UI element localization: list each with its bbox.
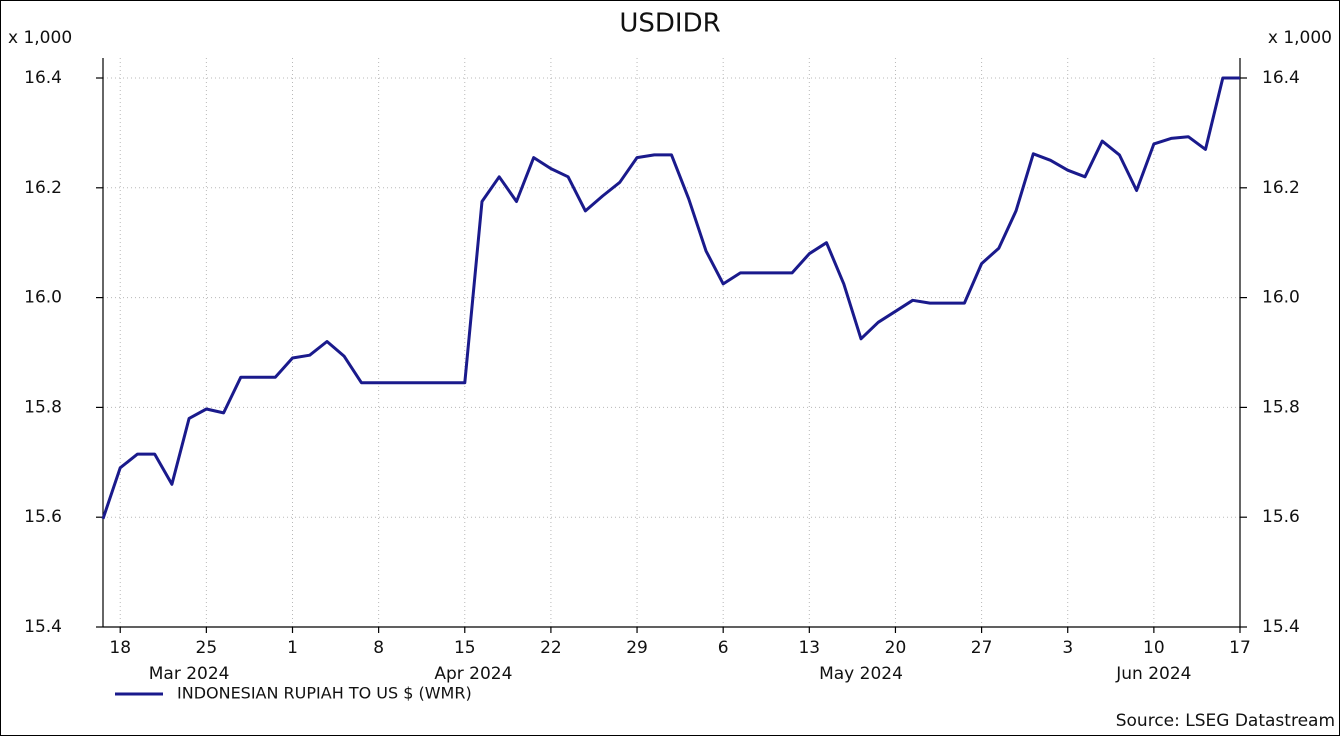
y-tick-label: 15.4 <box>24 617 62 637</box>
x-tick-label: 3 <box>1062 638 1073 658</box>
x-tick-label: 15 <box>454 638 476 658</box>
month-label: Mar 2024 <box>149 664 230 684</box>
data-line <box>101 76 1240 520</box>
y2-tick-label: 16.0 <box>1262 288 1300 308</box>
x-tick-label: 22 <box>540 638 562 658</box>
x-tick-label: 25 <box>196 638 218 658</box>
y-tick-label: 16.2 <box>24 178 62 198</box>
y-tick-label: 16.0 <box>24 288 62 308</box>
y2-unit: x 1,000 <box>1268 28 1332 48</box>
x-tick-label: 29 <box>626 638 648 658</box>
x-tick-label: 8 <box>373 638 384 658</box>
x-tick-label: 10 <box>1143 638 1165 658</box>
x-tick-label: 6 <box>718 638 729 658</box>
source: Source: LSEG Datastream <box>1116 711 1335 731</box>
y-tick-label: 15.8 <box>24 397 62 417</box>
y2-tick-label: 15.8 <box>1262 397 1300 417</box>
y2-tick-label: 15.4 <box>1262 617 1300 637</box>
x-tick-label: 18 <box>109 638 131 658</box>
chart-title: USDIDR <box>619 9 720 39</box>
month-label: Jun 2024 <box>1115 664 1191 684</box>
y2-tick-label: 15.6 <box>1262 507 1300 527</box>
month-label: Apr 2024 <box>434 664 512 684</box>
y-unit: x 1,000 <box>8 28 72 48</box>
x-tick-label: 1 <box>287 638 298 658</box>
x-tick-label: 20 <box>885 638 907 658</box>
x-tick-label: 27 <box>971 638 993 658</box>
x-tick-label: 17 <box>1229 638 1251 658</box>
y2-tick-label: 16.4 <box>1262 68 1300 88</box>
legend-label: INDONESIAN RUPIAH TO US $ (WMR) <box>177 684 472 703</box>
y2-tick-label: 16.2 <box>1262 178 1300 198</box>
y-tick-label: 16.4 <box>24 68 62 88</box>
x-tick-label: 13 <box>798 638 820 658</box>
y-tick-label: 15.6 <box>24 507 62 527</box>
month-label: May 2024 <box>819 664 903 684</box>
